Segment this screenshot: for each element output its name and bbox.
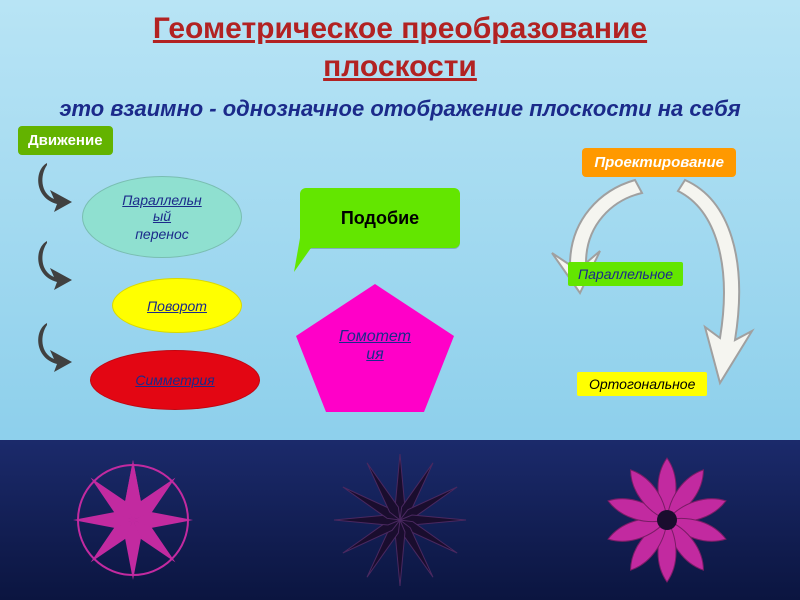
bottom-decor-band: [0, 440, 800, 600]
ellipse-parallel-transfer: Параллельный перенос: [82, 176, 242, 258]
flower-star-icon: [587, 445, 747, 595]
title-line1: Геометрическое преобразование: [153, 12, 647, 45]
callout-similarity-label: Подобие: [341, 208, 419, 229]
slide-root: { "title": { "line1": "Геометрическое пр…: [0, 0, 800, 600]
ellipse-symmetry-label: Симметрия: [135, 372, 214, 388]
pentagon-homothety: Гомотетия: [290, 278, 460, 418]
ellipse-parallel-line1: Параллельный: [122, 192, 201, 224]
callout-similarity: Подобие: [300, 188, 460, 248]
curve-arrows-icon: [540, 175, 770, 405]
projection-badge: Проектирование: [582, 148, 736, 177]
ellipse-rotation: Поворот: [112, 278, 242, 333]
slide-title: Геометрическое преобразование плоскости: [0, 12, 800, 84]
hook-arrow-2: [32, 238, 82, 293]
dark-spiky-star-icon: [320, 445, 480, 595]
compass-star-icon: [53, 445, 213, 595]
hook-arrow-3: [32, 320, 82, 375]
label-parallel-projection: Параллельное: [568, 262, 683, 286]
label-orthogonal-projection: Ортогональное: [577, 372, 707, 396]
ellipse-rotation-label: Поворот: [147, 298, 207, 314]
ellipse-parallel-line3: перенос: [135, 226, 189, 242]
hook-arrow-1: [32, 160, 82, 215]
ellipse-symmetry: Симметрия: [90, 350, 260, 410]
pentagon-label: Гомотетия: [290, 328, 460, 364]
motion-badge: Движение: [18, 126, 113, 155]
callout-tail-icon: [290, 238, 326, 274]
slide-subtitle: это взаимно - однозначное отображение пл…: [0, 96, 800, 122]
title-line2: плоскости: [0, 50, 800, 84]
